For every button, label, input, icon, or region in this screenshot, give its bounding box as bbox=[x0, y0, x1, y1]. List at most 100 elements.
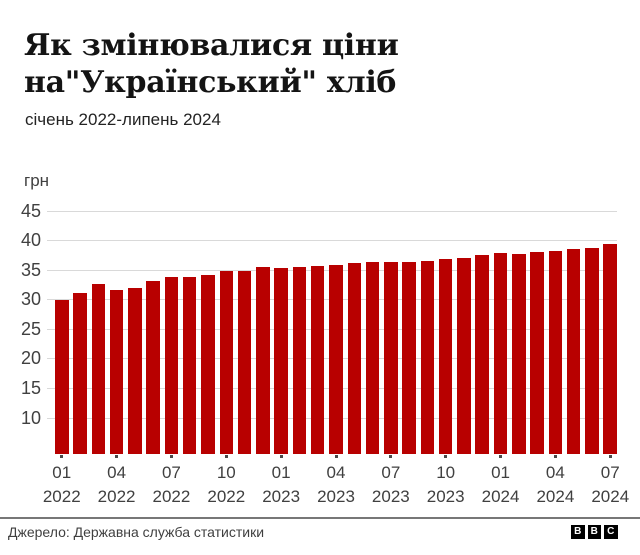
y-tick-label: 10 bbox=[20, 407, 41, 428]
x-tick-mark bbox=[608, 455, 612, 458]
x-tick-month: 01 bbox=[52, 463, 72, 482]
source-credit: Джерело: Державна служба статистики bbox=[8, 524, 265, 540]
bar-01.2023 bbox=[274, 267, 288, 454]
x-tick-month: 04 bbox=[326, 463, 346, 482]
bar-02.2023 bbox=[292, 267, 307, 454]
bar-04.2024 bbox=[548, 251, 563, 454]
bbc-logo-letter: C bbox=[604, 525, 618, 539]
bar-02.2024 bbox=[512, 253, 526, 454]
bar-11.2023 bbox=[457, 257, 471, 454]
x-tick-label: 07 2023 bbox=[372, 461, 410, 509]
x-tick-year: 2024 bbox=[536, 487, 575, 506]
y-tick-label: 25 bbox=[20, 318, 41, 339]
x-tick-year: 2022 bbox=[152, 487, 191, 506]
bar-03.2024 bbox=[530, 252, 544, 454]
bar-07.2022 bbox=[164, 277, 179, 454]
bar-12.2022 bbox=[256, 267, 270, 454]
x-tick-mark bbox=[224, 455, 228, 458]
x-tick-month: 04 bbox=[107, 463, 127, 482]
x-tick-month: 07 bbox=[600, 463, 620, 482]
x-tick-label: 04 2022 bbox=[98, 461, 136, 509]
x-tick-year: 2023 bbox=[426, 487, 465, 506]
y-tick-label: 35 bbox=[20, 259, 41, 280]
bar-09.2023 bbox=[420, 260, 435, 454]
y-axis-unit-label: грн bbox=[24, 171, 50, 190]
bar-10.2022 bbox=[219, 270, 234, 454]
bar-series bbox=[47, 200, 617, 454]
x-tick-label: 07 2022 bbox=[153, 461, 191, 509]
chart-subtitle: січень 2022-липень 2024 bbox=[25, 110, 221, 129]
x-tick-month: 10 bbox=[436, 463, 456, 482]
y-tick-label: 30 bbox=[20, 289, 41, 310]
bar-08.2023 bbox=[402, 262, 416, 454]
x-tick-mark bbox=[279, 455, 283, 458]
x-tick-label: 01 2024 bbox=[482, 461, 520, 509]
footer-divider bbox=[0, 517, 640, 519]
bar-10.2023 bbox=[438, 258, 453, 454]
bar-01.2022 bbox=[55, 300, 69, 454]
bar-06.2023 bbox=[365, 261, 380, 454]
x-tick-month: 01 bbox=[491, 463, 511, 482]
bar-05.2024 bbox=[566, 249, 581, 454]
x-tick-year: 2024 bbox=[591, 487, 630, 506]
x-tick-label: 01 2022 bbox=[43, 461, 81, 509]
x-tick-mark bbox=[115, 455, 119, 458]
y-tick-label: 15 bbox=[20, 377, 41, 398]
x-tick-label: 07 2024 bbox=[591, 461, 629, 509]
x-tick-month: 07 bbox=[161, 463, 181, 482]
x-axis: 01 2022 04 2022 07 2022 10 2022 01 2023 04 2023 07 20… bbox=[43, 454, 629, 516]
chart-title-line2: на"Український" хліб bbox=[24, 65, 397, 100]
chart-title: Як змінювалися ціни на"Український" хліб bbox=[24, 27, 399, 101]
x-tick-month: 04 bbox=[545, 463, 565, 482]
x-tick-month: 07 bbox=[381, 463, 401, 482]
bar-09.2022 bbox=[201, 275, 215, 454]
gridline-45 bbox=[47, 210, 617, 212]
x-tick-mark bbox=[444, 455, 448, 458]
bar-06.2024 bbox=[585, 247, 599, 454]
x-tick-mark bbox=[499, 455, 503, 458]
bar-03.2023 bbox=[310, 265, 325, 454]
x-tick-year: 2024 bbox=[481, 487, 520, 506]
x-tick-label: 04 2024 bbox=[536, 461, 574, 509]
bar-04.2023 bbox=[329, 264, 343, 454]
x-tick-year: 2022 bbox=[207, 487, 246, 506]
x-tick-year: 2023 bbox=[317, 487, 355, 506]
y-tick-label: 20 bbox=[20, 348, 41, 369]
x-tick-month: 10 bbox=[216, 463, 236, 482]
bbc-logo: B B C bbox=[571, 525, 618, 539]
bar-03.2022 bbox=[91, 284, 106, 454]
chart-title-line1: Як змінювалися ціни bbox=[24, 28, 399, 63]
bar-01.2024 bbox=[493, 252, 508, 454]
x-tick-label: 04 2023 bbox=[317, 461, 355, 509]
x-tick-label: 01 2023 bbox=[262, 461, 300, 509]
bar-04.2022 bbox=[109, 289, 124, 454]
bar-05.2022 bbox=[128, 287, 142, 454]
x-tick-label: 10 2023 bbox=[427, 461, 465, 509]
x-tick-year: 2022 bbox=[97, 487, 136, 506]
x-tick-mark bbox=[389, 455, 393, 458]
x-tick-year: 2022 bbox=[42, 487, 81, 506]
x-tick-year: 2023 bbox=[262, 487, 301, 506]
bar-07.2024 bbox=[603, 243, 617, 454]
y-axis: 45 40 35 30 25 20 15 10 bbox=[0, 200, 41, 454]
bar-06.2022 bbox=[146, 280, 160, 454]
x-tick-mark bbox=[553, 455, 557, 458]
bar-05.2023 bbox=[347, 263, 361, 454]
x-tick-mark bbox=[169, 455, 173, 458]
plot-area bbox=[47, 200, 617, 454]
bar-07.2023 bbox=[384, 261, 398, 454]
bbc-logo-letter: B bbox=[587, 525, 601, 539]
x-tick-month: 01 bbox=[271, 463, 291, 482]
x-tick-mark bbox=[334, 455, 338, 458]
gridline-40 bbox=[47, 240, 617, 242]
y-tick-label: 40 bbox=[20, 230, 41, 251]
x-tick-label: 10 2022 bbox=[207, 461, 245, 509]
bar-08.2022 bbox=[182, 277, 197, 454]
bbc-logo-letter: B bbox=[571, 525, 585, 539]
y-tick-label: 45 bbox=[20, 200, 41, 221]
bar-02.2022 bbox=[73, 293, 87, 454]
x-tick-year: 2023 bbox=[371, 487, 410, 506]
bar-12.2023 bbox=[475, 255, 489, 454]
bar-11.2022 bbox=[237, 271, 252, 454]
